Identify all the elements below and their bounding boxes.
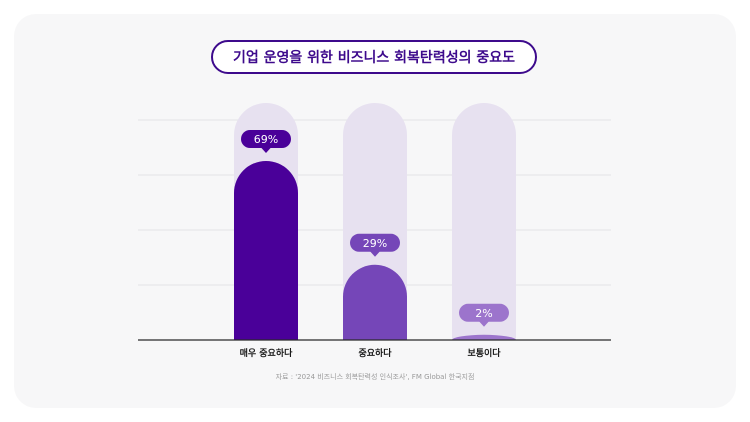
category-label: 보통이다 bbox=[467, 347, 501, 359]
bar bbox=[343, 264, 407, 340]
value-badge: 69% bbox=[241, 130, 291, 153]
category-label: 매우 중요하다 bbox=[240, 347, 294, 359]
source-note: 자료 : '2024 비즈니스 회복탄력성 인식조사', FM Global 한… bbox=[275, 373, 475, 381]
category-label: 중요하다 bbox=[358, 347, 392, 359]
bar bbox=[452, 334, 516, 340]
value-label: 29% bbox=[363, 237, 387, 250]
chart-title: 기업 운영을 위한 비즈니스 회복탄력성의 중요도 bbox=[211, 40, 537, 74]
value-badge: 2% bbox=[459, 303, 509, 327]
value-label: 2% bbox=[475, 307, 492, 320]
value-label: 69% bbox=[254, 133, 278, 146]
bar-track bbox=[452, 103, 516, 340]
value-badge: 29% bbox=[350, 233, 400, 257]
bar bbox=[234, 161, 298, 340]
